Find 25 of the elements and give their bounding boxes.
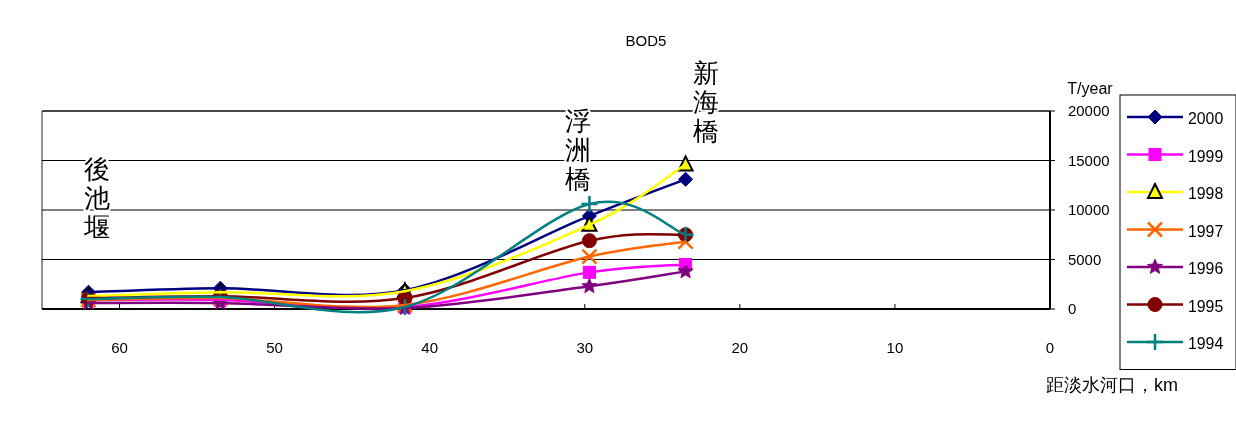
legend-label: 1995	[1188, 296, 1226, 316]
annotation: 後池堰	[83, 154, 110, 242]
y-tick-label: 15000	[1068, 151, 1110, 169]
x-tick-label: 30	[576, 339, 594, 356]
y-tick-label: 20000	[1068, 102, 1110, 119]
legend-label: 1997	[1188, 221, 1226, 241]
x-tick-label: 40	[421, 339, 439, 356]
legend-label: 1998	[1188, 184, 1226, 203]
legend-label: 1994	[1188, 334, 1226, 353]
x-tick-label: 0	[1045, 339, 1055, 356]
x-tick-label: 20	[731, 339, 749, 356]
x-axis-title: 距淡水河口，km	[1046, 375, 1178, 395]
x-tick-label: 10	[886, 339, 904, 356]
legend-label: 2000	[1188, 109, 1226, 128]
legend-label: 1999	[1188, 146, 1226, 166]
y-tick-label: 5000	[1068, 250, 1102, 268]
legend-label: 1996	[1188, 259, 1226, 278]
annotation: 浮洲橋	[565, 106, 591, 194]
chart-title: BOD5	[625, 32, 667, 49]
annotation: 新海橋	[693, 58, 719, 146]
y-axis-title: T/year	[1067, 80, 1114, 97]
y-tick-label: 10000	[1068, 201, 1110, 218]
x-tick-label: 50	[266, 339, 283, 356]
x-tick-label: 60	[111, 339, 128, 356]
y-tick-label: 0	[1068, 300, 1077, 317]
